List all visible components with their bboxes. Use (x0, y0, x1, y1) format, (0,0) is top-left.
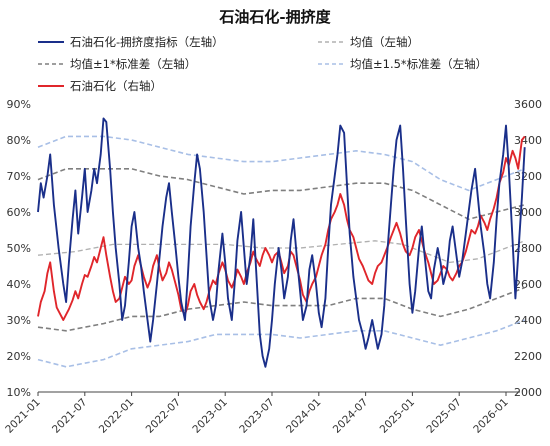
y-right-tick-label: 3400 (514, 134, 542, 147)
x-tick-label: 2025-07 (424, 396, 464, 436)
band-1sd-upper (37, 168, 525, 220)
y-right-tick-label: 3200 (514, 170, 542, 183)
x-tick-label: 2023-01 (190, 396, 230, 436)
mean-line (37, 240, 525, 264)
y-right-tick-label: 3600 (514, 98, 542, 111)
y-left-tick-label: 20% (7, 350, 31, 363)
y-right-tick-label: 2400 (514, 314, 542, 327)
crowding-line (37, 117, 526, 368)
series-layer (37, 117, 526, 368)
legend-label-crowding: 石油石化-拥挤度指标（左轴） (70, 35, 224, 49)
y-right-tick-label: 2200 (514, 350, 542, 363)
legend: 石油石化-拥挤度指标（左轴） 均值（左轴） 均值±1*标准差（左轴） 均值±1.… (38, 35, 487, 93)
x-tick-label: 2023-07 (237, 396, 277, 436)
y-left-tick-label: 80% (7, 134, 31, 147)
x-tick-label: 2025-01 (378, 396, 418, 436)
x-tick-label: 2026-01 (471, 396, 511, 436)
y-left-tick-label: 90% (7, 98, 31, 111)
y-left-tick-label: 60% (7, 206, 31, 219)
y-left-tick-label: 40% (7, 278, 31, 291)
band-1sd-lower (37, 286, 525, 332)
x-tick-label: 2021-01 (3, 396, 43, 436)
y-left-tick-label: 30% (7, 314, 31, 327)
legend-label-1sd: 均值±1*标准差（左轴） (70, 57, 196, 71)
legend-label-index: 石油石化（右轴） (70, 79, 162, 93)
legend-label-1-5sd: 均值±1.5*标准差（左轴） (350, 57, 487, 71)
x-tick-label: 2021-07 (50, 396, 90, 436)
y-left-tick-label: 50% (7, 242, 31, 255)
y-right-tick-label: 2000 (514, 386, 542, 399)
chart-title: 石油石化-拥挤度 (218, 8, 331, 26)
y-right-tick-label: 2800 (514, 242, 542, 255)
x-tick-label: 2024-01 (284, 396, 324, 436)
x-tick-label: 2024-07 (331, 396, 371, 436)
legend-label-mean: 均值（左轴） (350, 35, 419, 49)
y-left-tick-label: 70% (7, 170, 31, 183)
y-right-tick-label: 2600 (514, 278, 542, 291)
y-left-tick-label: 10% (7, 386, 31, 399)
x-tick-label: 2022-01 (97, 396, 137, 436)
x-tick-label: 2022-07 (144, 396, 184, 436)
band-1-5sd-upper (37, 135, 525, 192)
band-1-5sd-lower (37, 319, 525, 368)
y-right-tick-label: 3000 (514, 206, 542, 219)
